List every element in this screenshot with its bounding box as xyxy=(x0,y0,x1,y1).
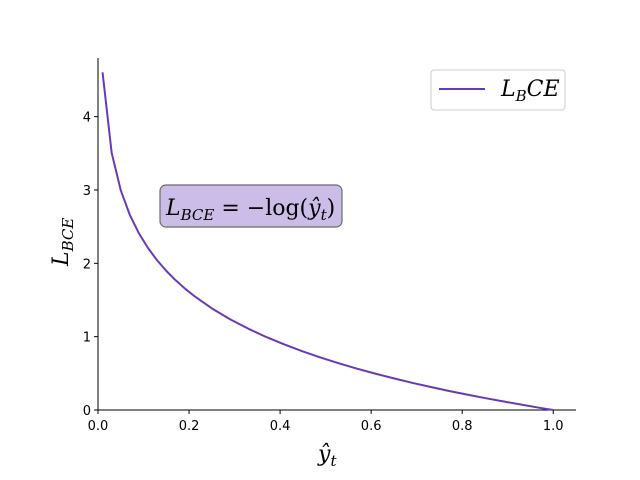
x-tick-label: 0.6 xyxy=(361,419,382,434)
x-tick-label: 1.0 xyxy=(543,419,564,434)
x-tick-label: 0.4 xyxy=(270,419,291,434)
y-axis-label: LBCE xyxy=(49,218,77,267)
y-axis-label-sub: BCE xyxy=(59,218,77,253)
series-line xyxy=(101,72,554,411)
y-tick-label: 1 xyxy=(83,331,91,346)
x-tick-label: 0.8 xyxy=(452,419,473,434)
y-tick-label: 0 xyxy=(83,404,91,419)
formula-text: LBCE = −log(ŷt) xyxy=(165,196,335,224)
axes xyxy=(97,58,576,411)
formula-annotation: LBCE = −log(ŷt) xyxy=(159,184,343,228)
y-tick-label: 3 xyxy=(83,184,91,199)
formula-sub: BCE xyxy=(180,206,215,224)
x-axis-label-sub: t xyxy=(330,452,337,470)
legend-label-main: L xyxy=(500,77,516,102)
formula-close: ) xyxy=(327,196,336,221)
legend: LBCE xyxy=(430,69,566,111)
legend-label-sub: B xyxy=(515,87,527,105)
x-tick-label: 0.2 xyxy=(179,419,200,434)
formula-hat: ŷ xyxy=(307,196,321,221)
formula-rest: = −log( xyxy=(214,196,308,221)
formula-hat-sub: t xyxy=(321,206,328,224)
formula-box xyxy=(159,184,343,228)
y-tick-label: 4 xyxy=(83,111,91,126)
x-axis-label: ŷt xyxy=(317,442,337,470)
legend-label: LBCE xyxy=(500,77,560,105)
legend-frame xyxy=(430,69,566,111)
y-tick-label: 2 xyxy=(83,257,91,272)
y-axis-label-main: L xyxy=(49,251,74,267)
legend-label-tail: CE xyxy=(527,77,560,102)
formula-main: L xyxy=(165,196,181,221)
series-layer xyxy=(101,72,554,411)
x-tick-label: 0.0 xyxy=(88,419,109,434)
x-axis-label-main: ŷ xyxy=(317,442,331,467)
tick-marks: 0.0 0.2 0.4 0.6 0.8 1.0 0 1 2 3 4 xyxy=(83,111,564,434)
